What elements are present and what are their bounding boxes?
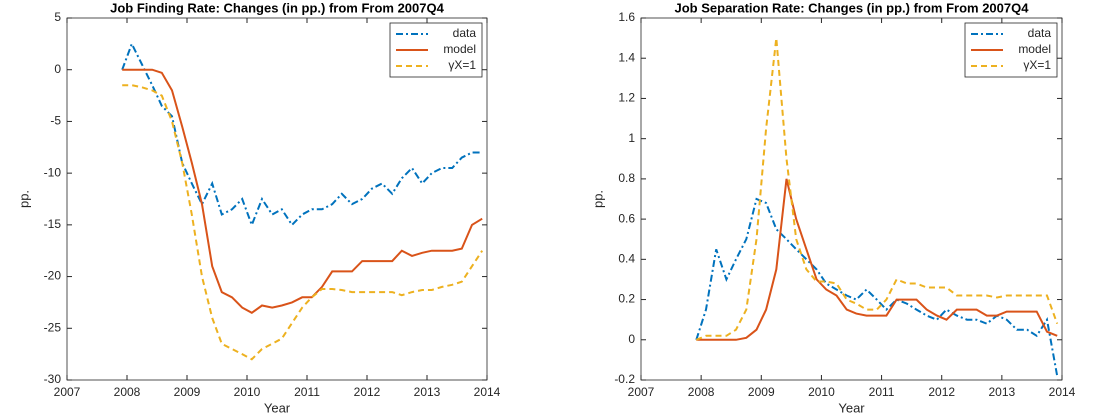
y-tick-label: -15 bbox=[44, 217, 62, 231]
y-tick-label: 0 bbox=[628, 332, 635, 346]
plot-area bbox=[66, 17, 488, 381]
series-line bbox=[696, 178, 1058, 341]
x-tick-label: 2007 bbox=[628, 385, 655, 399]
y-tick-label: 0 bbox=[54, 62, 61, 76]
y-axis-label: pp. bbox=[590, 190, 605, 208]
axes: -0.2 0 0.2 0.4 0.6 0.8 1 1.2 1.4 1.6 2007 2008 2009 2… bbox=[590, 0, 1075, 415]
x-axis-label: Year bbox=[264, 400, 291, 415]
y-tick-label: -0.2 bbox=[614, 372, 635, 386]
chart-title: Job Separation Rate: Changes (in pp.) fr… bbox=[675, 0, 1030, 15]
x-tick-label: 2009 bbox=[174, 385, 201, 399]
legend: data model γX=1 bbox=[389, 22, 483, 78]
y-tick-label: -10 bbox=[44, 165, 62, 179]
series-line bbox=[122, 84, 484, 361]
x-tick-label: 2007 bbox=[54, 385, 81, 399]
x-tick-label: 2012 bbox=[354, 385, 381, 399]
x-tick-label: 2010 bbox=[234, 385, 261, 399]
y-tick-label: -5 bbox=[50, 114, 61, 128]
y-tick-label: 0.8 bbox=[618, 171, 635, 185]
y-tick-label: -25 bbox=[44, 320, 62, 334]
chart-title: Job Finding Rate: Changes (in pp.) from … bbox=[110, 0, 444, 15]
y-tick-label: 5 bbox=[54, 10, 61, 24]
axes: -30 -25 -20 -15 -10 -5 0 5 2007 2008 2009 2010 2011 2… bbox=[16, 0, 500, 415]
legend-label: model bbox=[1018, 42, 1051, 56]
series-line bbox=[695, 37, 1059, 341]
y-tick-label: 0.6 bbox=[618, 211, 635, 225]
legend-label: γX=1 bbox=[448, 58, 476, 72]
series-line bbox=[122, 68, 483, 314]
legend: data model γX=1 bbox=[964, 22, 1058, 78]
x-tick-label: 2010 bbox=[808, 385, 835, 399]
y-axis-label: pp. bbox=[16, 190, 31, 208]
x-tick-label: 2014 bbox=[474, 385, 501, 399]
y-tick-label: 1 bbox=[628, 131, 635, 145]
y-tick-label: 0.2 bbox=[618, 292, 635, 306]
y-tick-label: -20 bbox=[44, 269, 62, 283]
y-tick-label: -30 bbox=[44, 372, 62, 386]
legend-label: γX=1 bbox=[1023, 58, 1051, 72]
y-tick-label: 1.6 bbox=[618, 10, 635, 24]
x-tick-label: 2013 bbox=[414, 385, 441, 399]
x-tick-label: 2009 bbox=[748, 385, 775, 399]
x-tick-label: 2011 bbox=[869, 385, 895, 399]
x-tick-label: 2011 bbox=[294, 385, 320, 399]
x-tick-label: 2012 bbox=[928, 385, 955, 399]
legend-label: model bbox=[443, 42, 476, 56]
y-tick-label: 1.4 bbox=[618, 50, 635, 64]
x-tick-label: 2008 bbox=[114, 385, 141, 399]
legend-label: data bbox=[453, 26, 477, 40]
x-axis-label: Year bbox=[838, 400, 865, 415]
x-tick-label: 2014 bbox=[1049, 385, 1076, 399]
x-tick-label: 2013 bbox=[989, 385, 1016, 399]
x-tick-label: 2008 bbox=[688, 385, 715, 399]
legend-label: data bbox=[1028, 26, 1052, 40]
y-tick-label: 1.2 bbox=[618, 91, 635, 105]
plot-area bbox=[640, 17, 1063, 381]
y-tick-label: 0.4 bbox=[618, 252, 635, 266]
